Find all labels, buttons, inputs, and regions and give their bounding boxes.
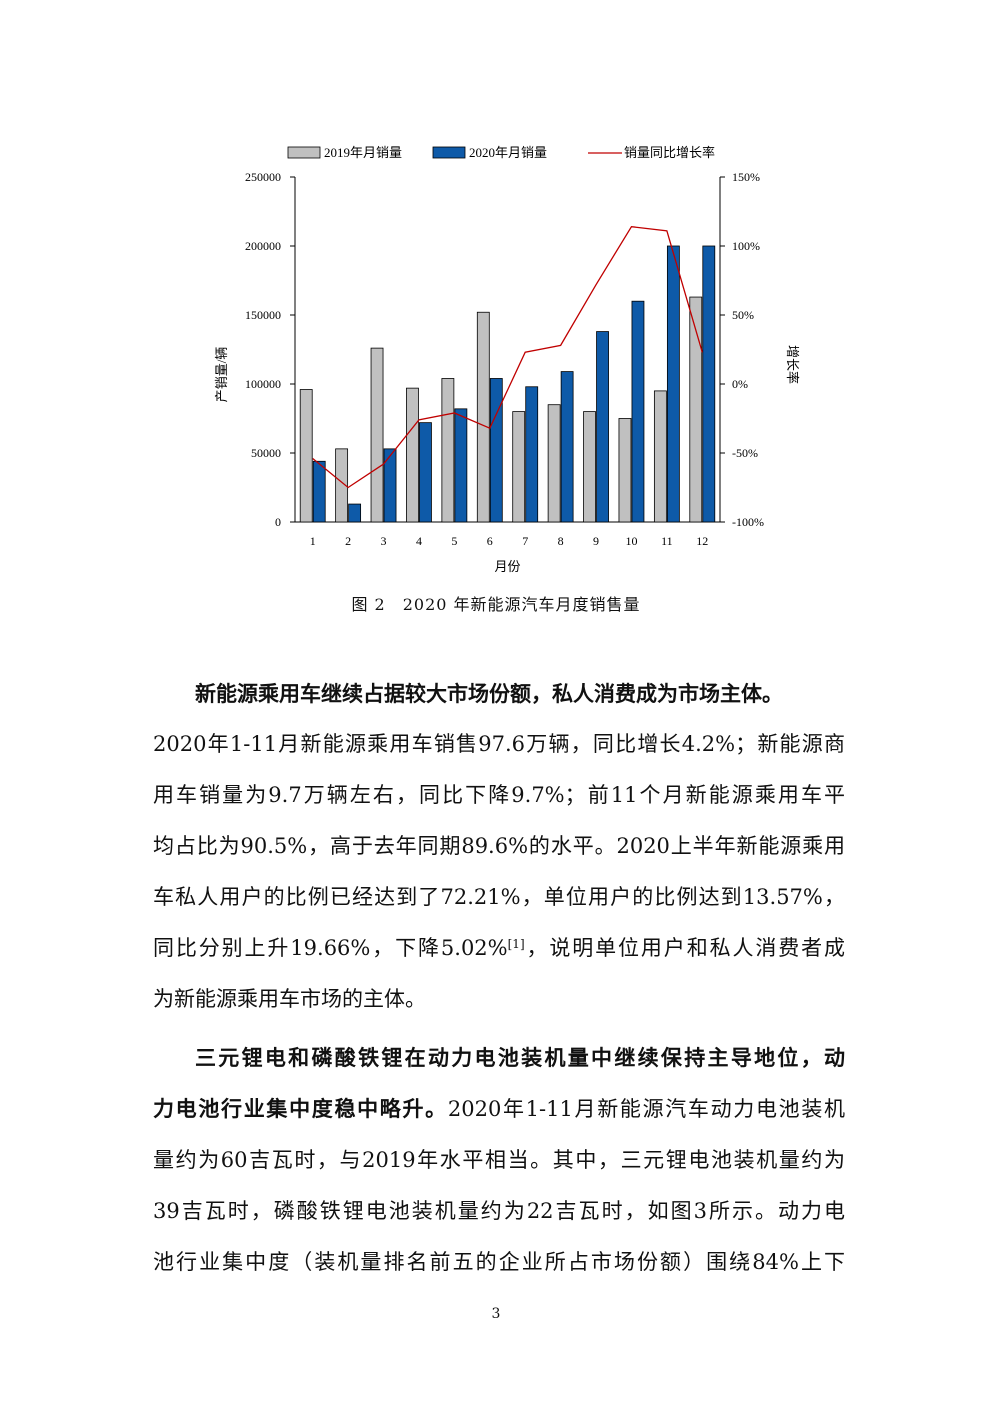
y2-tick-label: 0% (732, 377, 748, 391)
reference-marker: [1] (507, 937, 525, 951)
bar-2019-7 (512, 411, 526, 523)
y-tick-label: 100000 (245, 377, 281, 391)
x-tick-label: 7 (522, 534, 528, 548)
bar-2020-4 (419, 422, 432, 523)
x-tick-label: 11 (661, 534, 673, 548)
x-tick-label: 12 (696, 534, 708, 548)
y2-tick-label: 150% (732, 170, 760, 184)
legend-label-3: 销量同比增长率 (624, 145, 715, 160)
bar-2019-9 (583, 411, 596, 523)
x-tick-label: 8 (558, 534, 564, 548)
bar-2020-5 (454, 408, 468, 523)
bar-2020-10 (631, 300, 645, 523)
chart-bars (299, 245, 716, 523)
para1-line-5-pre: 同比分别上升19.66%，下降5.02% (153, 936, 508, 960)
y2-axis-title: 增长率 (785, 345, 800, 384)
legend-swatch-1 (287, 146, 321, 159)
x-tick-label: 4 (416, 534, 422, 548)
para2-line-5: 池行业集中度（装机量排名前五的企业所占市场份额）围绕84%上下 (153, 1250, 845, 1274)
chart-legend: 2019年月销量 2020年月销量 销量同比增长率 (287, 145, 715, 160)
growth-rate-line (312, 225, 703, 489)
legend-label-2: 2020年月销量 (469, 145, 547, 160)
x-tick-label: 1 (310, 534, 316, 548)
para1-bold-lead: 新能源乘用车继续占据较大市场份额，私人消费成为市场主体。 (195, 681, 783, 706)
y-tick-label: 200000 (245, 239, 281, 253)
bar-2019-6 (476, 311, 490, 523)
y-tick-label: 150000 (245, 308, 281, 322)
x-tick-label: 3 (381, 534, 387, 548)
bar-2019-8 (547, 404, 561, 523)
chart-axes: 0 50000 100000 150000 200000 250000 -100% -50% 0… (214, 170, 800, 574)
para1-line-3: 均占比为90.5%，高于去年同期89.6%的水平。2020上半年新能源乘用 (153, 834, 845, 858)
para1-line-6: 为新能源乘用车市场的主体。 (153, 987, 426, 1011)
bar-2019-4 (406, 387, 419, 523)
legend-label-1: 2019年月销量 (324, 145, 402, 160)
y-tick-label: 50000 (251, 446, 281, 460)
paragraph-1: 新能源乘用车继续占据较大市场份额，私人消费成为市场主体。 2020年1-11月新… (153, 668, 845, 1025)
bar-2019-5 (441, 378, 455, 523)
para2-line-2-rest: 2020年1-11月新能源汽车动力电池装机 (447, 1097, 846, 1121)
y2-tick-label: 100% (732, 239, 760, 253)
bar-2019-2 (335, 448, 349, 523)
para2-line-4: 39吉瓦时，磷酸铁锂电池装机量约为22吉瓦时，如图3所示。动力电 (153, 1199, 845, 1223)
para1-line-2: 用车销量为9.7万辆左右，同比下降9.7%；前11个月新能源乘用车平 (153, 783, 845, 807)
monthly-sales-chart: 2019年月销量 2020年月销量 销量同比增长率 0 50000 100000 1500… (214, 145, 800, 574)
bar-2020-2 (348, 503, 362, 523)
para1-line-1: 2020年1-11月新能源乘用车销售97.6万辆，同比增长4.2%；新能源商 (153, 732, 845, 756)
bar-2020-3 (383, 448, 397, 523)
x-tick-label: 6 (487, 534, 493, 548)
bar-2019-1 (299, 389, 313, 523)
bar-2020-9 (596, 331, 609, 523)
chart-line (312, 225, 703, 489)
x-tick-label: 9 (593, 534, 599, 548)
y-axis-title: 产销量/辆 (214, 347, 229, 403)
figure-caption: 图 2 2020 年新能源汽车月度销售量 (351, 595, 641, 614)
para1-line-4: 车私人用户的比例已经达到了72.21%，单位用户的比例达到13.57%， (153, 885, 845, 909)
x-tick-label: 5 (451, 534, 457, 548)
page-number: 3 (491, 1306, 501, 1322)
para2-bold-line-1: 三元锂电和磷酸铁锂在动力电池装机量中继续保持主导地位，动 (195, 1045, 845, 1070)
para2-bold-line-2: 力电池行业集中度稳中略升。 (153, 1096, 448, 1121)
x-tick-label: 10 (625, 534, 637, 548)
bar-2019-11 (653, 390, 667, 523)
bar-2020-8 (560, 371, 574, 523)
paragraph-2: 三元锂电和磷酸铁锂在动力电池装机量中继续保持主导地位，动 力电池行业集中度稳中略… (153, 1032, 845, 1288)
y2-tick-label: -50% (732, 446, 758, 460)
x-axis-title: 月份 (494, 559, 520, 574)
bar-2020-12 (702, 245, 716, 523)
x-tick-label: 2 (345, 534, 351, 548)
para2-line-2: 力电池行业集中度稳中略升。2020年1-11月新能源汽车动力电池装机 (153, 1083, 845, 1135)
bar-2019-12 (689, 296, 703, 523)
y2-tick-label: -100% (732, 515, 764, 529)
bar-2019-3 (370, 347, 384, 523)
y2-tick-label: 50% (732, 308, 754, 322)
bar-2019-10 (618, 418, 632, 523)
legend-swatch-2 (432, 146, 466, 159)
bar-2020-11 (666, 245, 680, 523)
bar-2020-7 (525, 386, 539, 523)
y-tick-label: 0 (275, 515, 281, 529)
bar-2020-1 (312, 460, 326, 523)
para2-line-3: 量约为60吉瓦时，与2019年水平相当。其中，三元锂电池装机量约为 (153, 1148, 845, 1172)
para1-line-5: 同比分别上升19.66%，下降5.02%[1]，说明单位用户和私人消费者成 (153, 923, 845, 974)
bar-2020-6 (489, 378, 503, 523)
y-tick-label: 250000 (245, 170, 281, 184)
para1-line-5-post: ，说明单位用户和私人消费者成 (524, 936, 845, 960)
